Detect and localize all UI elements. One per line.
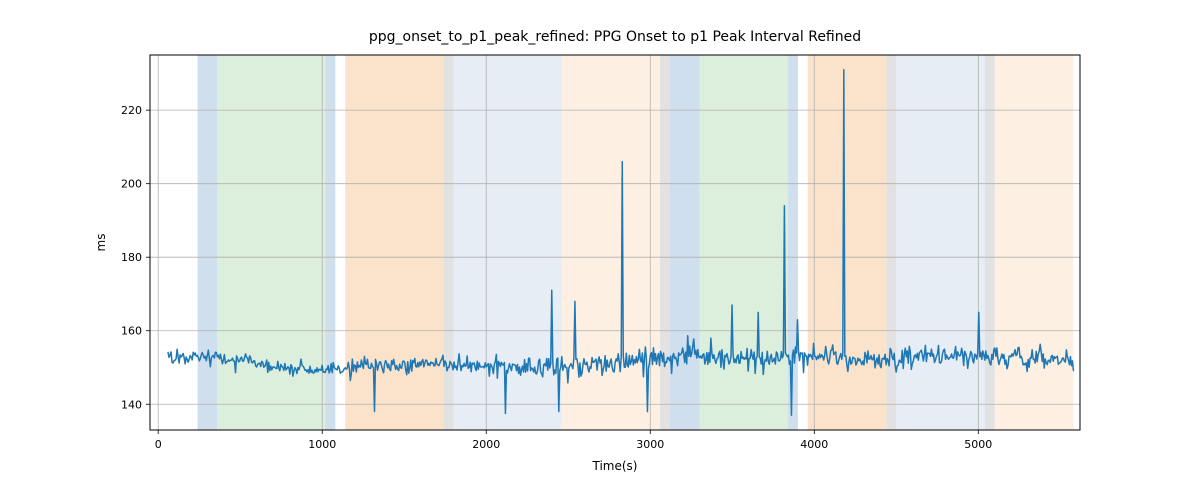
xtick-label: 2000 xyxy=(472,438,500,451)
x-axis-label: Time(s) xyxy=(592,459,638,473)
ytick-label: 140 xyxy=(121,398,142,411)
band xyxy=(660,55,670,430)
band xyxy=(886,55,896,430)
background-bands xyxy=(198,55,1074,430)
ytick-label: 180 xyxy=(121,251,142,264)
ytick-label: 220 xyxy=(121,104,142,117)
band xyxy=(444,55,454,430)
chart-title: ppg_onset_to_p1_peak_refined: PPG Onset … xyxy=(369,29,861,45)
band xyxy=(808,55,887,430)
band xyxy=(670,55,700,430)
chart-figure: 0 1000 2000 3000 4000 5000 140 160 180 200 220 ppg_… xyxy=(0,0,1200,500)
xtick-label: 0 xyxy=(155,438,162,451)
chart-svg: 0 1000 2000 3000 4000 5000 140 160 180 200 220 ppg_… xyxy=(0,0,1200,500)
band xyxy=(562,55,660,430)
ytick-label: 200 xyxy=(121,178,142,191)
band xyxy=(995,55,1074,430)
band xyxy=(198,55,218,430)
xtick-label: 1000 xyxy=(308,438,336,451)
band xyxy=(788,55,798,430)
xtick-label: 3000 xyxy=(636,438,664,451)
y-axis-label: ms xyxy=(94,234,108,252)
band xyxy=(896,55,985,430)
band xyxy=(699,55,788,430)
xtick-label: 4000 xyxy=(800,438,828,451)
band xyxy=(326,55,336,430)
xtick-label: 5000 xyxy=(964,438,992,451)
band xyxy=(345,55,443,430)
band xyxy=(985,55,995,430)
ytick-label: 160 xyxy=(121,325,142,338)
